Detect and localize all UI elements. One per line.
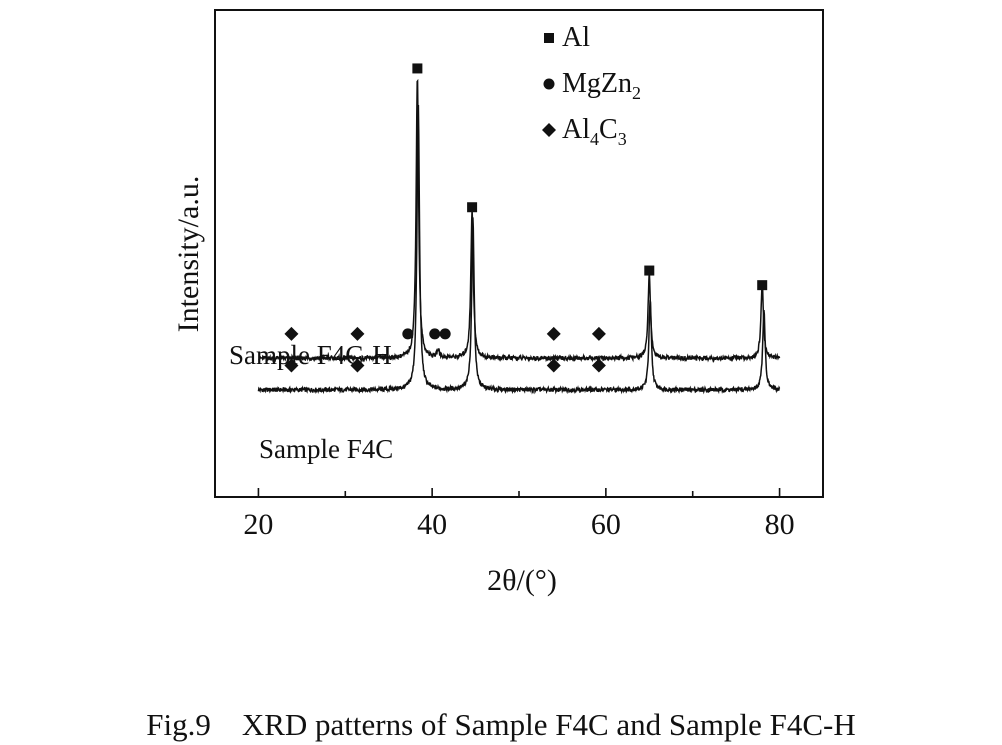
- legend-entry: MgZn2: [543, 68, 641, 103]
- diamond-marker: [546, 326, 561, 341]
- diamond-marker: [350, 358, 365, 373]
- diamond-marker: [591, 326, 606, 341]
- series-label-sample-f4c: Sample F4C: [259, 434, 393, 464]
- legend-entry: Al: [544, 22, 590, 53]
- phase-markers: [284, 63, 768, 373]
- square-marker: [644, 265, 655, 276]
- figure-caption: Fig.9 XRD patterns of Sample F4C and Sam…: [146, 707, 856, 742]
- plot-series: [257, 78, 781, 395]
- diamond-marker: [350, 326, 365, 341]
- plot-axes: 20 40 60 80 2θ/(°) Intensity/a.u.: [172, 9, 824, 597]
- series-label-sample-f4c-h: Sample F4C-H: [229, 340, 392, 370]
- square-marker: [467, 202, 478, 213]
- diamond-marker: [284, 326, 299, 341]
- circle-marker: [402, 328, 414, 340]
- x-tick-label: 40: [417, 508, 447, 541]
- series-line-sample-f4c: [257, 104, 781, 395]
- legend-entry: Al4C3: [542, 114, 627, 149]
- square-marker: [412, 63, 423, 74]
- legend-label: MgZn2: [562, 68, 641, 103]
- diamond-marker: [591, 358, 606, 373]
- legend-label: Al: [562, 22, 590, 53]
- y-axis-label: Intensity/a.u.: [172, 176, 205, 333]
- x-tick-label: 20: [243, 508, 273, 541]
- diamond-marker: [284, 358, 299, 373]
- legend-circle-icon: [543, 78, 555, 90]
- x-tick-label: 60: [591, 508, 621, 541]
- circle-marker: [439, 328, 451, 340]
- plot-frame: [214, 9, 824, 498]
- labels: Sample F4C-H Sample F4C: [229, 340, 393, 464]
- legend-square-icon: [544, 33, 554, 43]
- legend: Al MgZn2 Al4C3: [542, 22, 641, 149]
- circle-marker: [429, 328, 441, 340]
- legend-label: Al4C3: [562, 114, 627, 149]
- diamond-marker: [546, 358, 561, 373]
- x-axis-label: 2θ/(°): [487, 564, 557, 597]
- series-line-sample-f4c-h: [258, 78, 781, 364]
- x-tick-label: 80: [765, 508, 795, 541]
- square-marker: [757, 280, 768, 291]
- legend-diamond-icon: [542, 123, 556, 137]
